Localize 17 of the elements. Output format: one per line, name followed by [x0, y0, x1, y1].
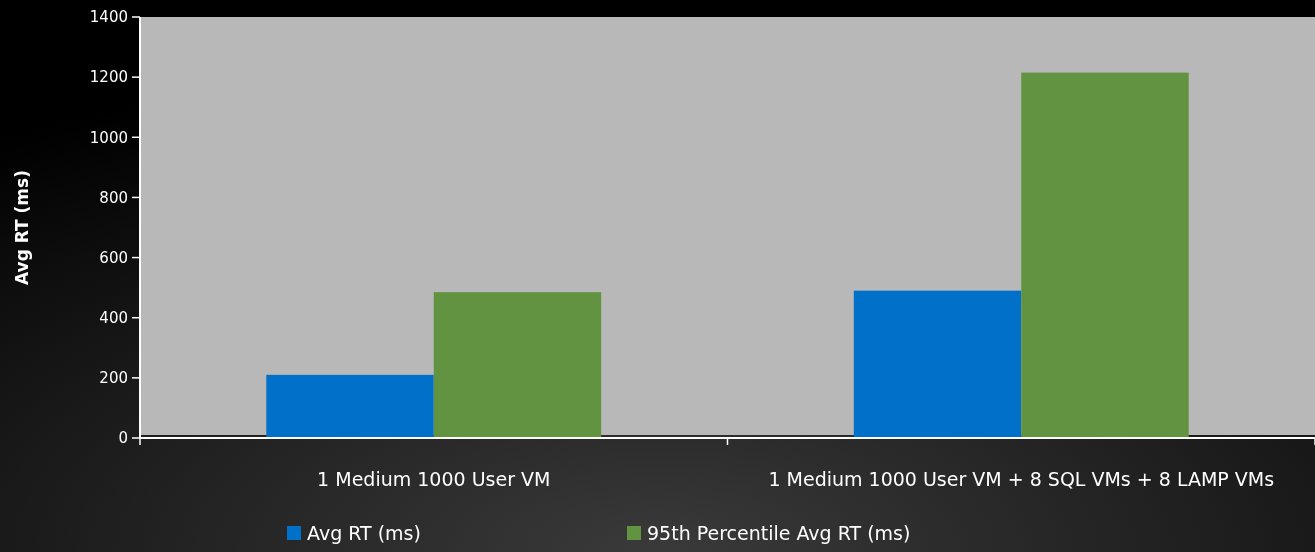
x-tick-label: 1 Medium 1000 User VM — [317, 468, 551, 490]
y-tick-label: 800 — [99, 188, 128, 207]
y-axis-title: Avg RT (ms) — [12, 170, 32, 285]
bar — [853, 290, 1022, 438]
y-tick-label: 600 — [99, 248, 128, 267]
y-tick-label: 200 — [99, 369, 128, 388]
legend-label: Avg RT (ms) — [307, 522, 421, 544]
y-tick-label: 1200 — [89, 68, 128, 87]
bar — [266, 374, 434, 438]
y-tick-label: 1400 — [89, 8, 128, 27]
y-tick-label: 0 — [118, 429, 128, 448]
y-tick-label: 400 — [99, 308, 128, 327]
bar — [1021, 72, 1189, 438]
bar — [433, 292, 602, 438]
x-tick-label: 1 Medium 1000 User VM + 8 SQL VMs + 8 LAMP VMs — [768, 468, 1275, 490]
legend-label: 95th Percentile Avg RT (ms) — [647, 522, 911, 544]
y-tick-label: 1000 — [89, 128, 128, 147]
